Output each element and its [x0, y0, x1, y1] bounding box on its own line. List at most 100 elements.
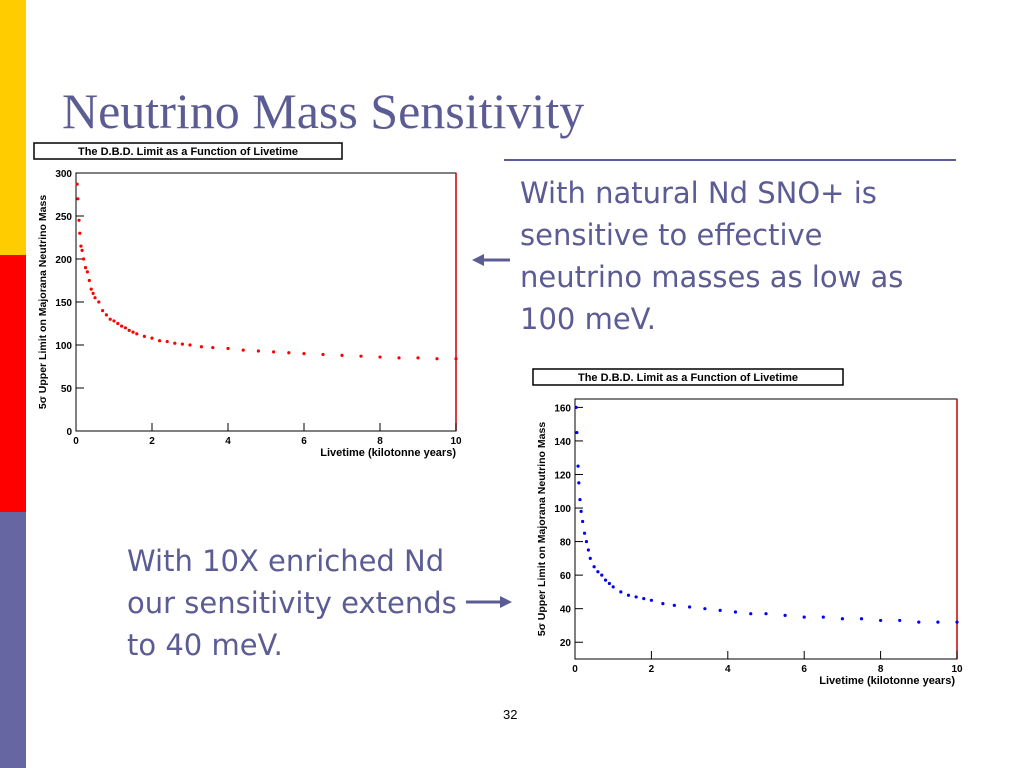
x-tick-label: 8 — [377, 436, 383, 447]
data-point — [116, 321, 120, 326]
data-point — [108, 317, 112, 321]
data-point — [131, 330, 135, 334]
x-tick-label: 6 — [801, 664, 807, 675]
page-number: 32 — [503, 707, 518, 722]
data-point — [936, 620, 940, 624]
data-point — [79, 244, 83, 248]
data-point — [688, 605, 692, 609]
chart-title-box — [532, 368, 844, 386]
x-tick-label: 2 — [149, 436, 155, 447]
y-tick-label: 160 — [554, 403, 571, 414]
data-point — [83, 266, 88, 270]
data-point — [359, 354, 363, 358]
y-axis-label: 5σ Upper Limit on Majorana Neutrino Mass — [536, 422, 548, 636]
x-tick-label: 10 — [951, 664, 963, 675]
data-point — [603, 578, 608, 582]
data-point — [642, 597, 646, 601]
data-point — [101, 309, 105, 313]
data-point — [576, 464, 580, 468]
data-point — [821, 615, 825, 619]
data-point — [287, 351, 291, 355]
data-point — [879, 618, 883, 623]
x-tick-label: 2 — [649, 664, 655, 675]
data-point — [582, 531, 587, 535]
y-tick-label: 300 — [55, 169, 72, 180]
y-tick-label: 20 — [560, 638, 572, 649]
data-point — [127, 328, 131, 332]
data-point — [321, 352, 325, 357]
x-tick-label: 6 — [301, 436, 307, 447]
title-divider — [504, 159, 956, 161]
right-arrow-icon — [466, 596, 512, 608]
data-point — [661, 602, 665, 606]
enriched-nd-text: With 10X enriched Nd our sensitivity ext… — [127, 544, 457, 662]
data-point — [435, 357, 439, 361]
data-point — [733, 610, 738, 614]
data-point — [150, 336, 154, 340]
y-tick-label: 200 — [55, 255, 72, 266]
data-point — [302, 352, 306, 356]
data-point — [397, 356, 401, 360]
data-point — [135, 332, 139, 336]
data-point — [592, 565, 596, 569]
data-point — [93, 296, 97, 300]
y-tick-label: 50 — [61, 384, 73, 395]
data-point — [87, 278, 91, 283]
data-point — [607, 581, 611, 586]
data-point — [78, 231, 82, 235]
data-point — [165, 339, 169, 344]
natural-nd-text: With natural Nd SNO+ is sensitive to eff… — [520, 176, 904, 336]
data-point — [454, 357, 458, 361]
data-point — [142, 334, 146, 338]
y-tick-label: 120 — [554, 470, 571, 481]
data-point — [955, 620, 959, 624]
data-point — [241, 348, 245, 352]
sidebar-yellow-block — [0, 0, 26, 255]
data-point — [581, 519, 585, 524]
data-point — [75, 182, 79, 186]
data-point — [586, 548, 590, 552]
data-point — [802, 615, 806, 619]
y-tick-label: 100 — [55, 341, 72, 352]
data-point — [898, 618, 902, 623]
data-point — [578, 498, 582, 502]
data-point — [626, 593, 631, 597]
data-point — [85, 270, 89, 274]
y-tick-label: 150 — [55, 298, 72, 309]
chart-enriched-nd: The D.B.D. Limit as a Function of Liveti… — [532, 368, 963, 687]
data-point — [91, 291, 95, 295]
data-point — [917, 620, 921, 624]
data-point — [226, 346, 230, 351]
chart-title: The D.B.D. Limit as a Function of Liveti… — [578, 372, 798, 384]
x-axis-label: Livetime (kilotonne years) — [320, 447, 456, 459]
y-tick-label: 0 — [66, 427, 72, 438]
data-point — [188, 343, 192, 347]
data-point — [77, 218, 81, 222]
data-point — [649, 598, 653, 602]
data-point — [840, 617, 844, 621]
x-tick-label: 8 — [878, 664, 884, 675]
x-tick-label: 4 — [225, 436, 231, 447]
y-tick-label: 250 — [55, 212, 72, 223]
data-point — [859, 617, 864, 621]
data-point — [749, 612, 753, 616]
sidebar-stripe — [0, 0, 26, 768]
data-point — [80, 248, 84, 252]
data-point — [123, 326, 127, 330]
slide-title: Neutrino Mass Sensitivity — [62, 83, 585, 139]
data-point — [211, 345, 215, 350]
plot-frame — [75, 172, 457, 432]
data-point — [718, 608, 722, 612]
y-axis-label: 5σ Upper Limit on Majorana Neutrino Mass — [37, 195, 49, 409]
chart-title: The D.B.D. Limit as a Function of Liveti… — [78, 146, 298, 158]
data-point — [120, 324, 124, 328]
data-point — [588, 556, 592, 560]
data-point — [158, 339, 162, 343]
x-tick-label: 0 — [572, 664, 578, 675]
data-point — [584, 539, 589, 544]
data-point — [577, 481, 581, 485]
data-point — [619, 590, 623, 594]
data-point — [579, 509, 583, 513]
data-point — [764, 612, 768, 616]
